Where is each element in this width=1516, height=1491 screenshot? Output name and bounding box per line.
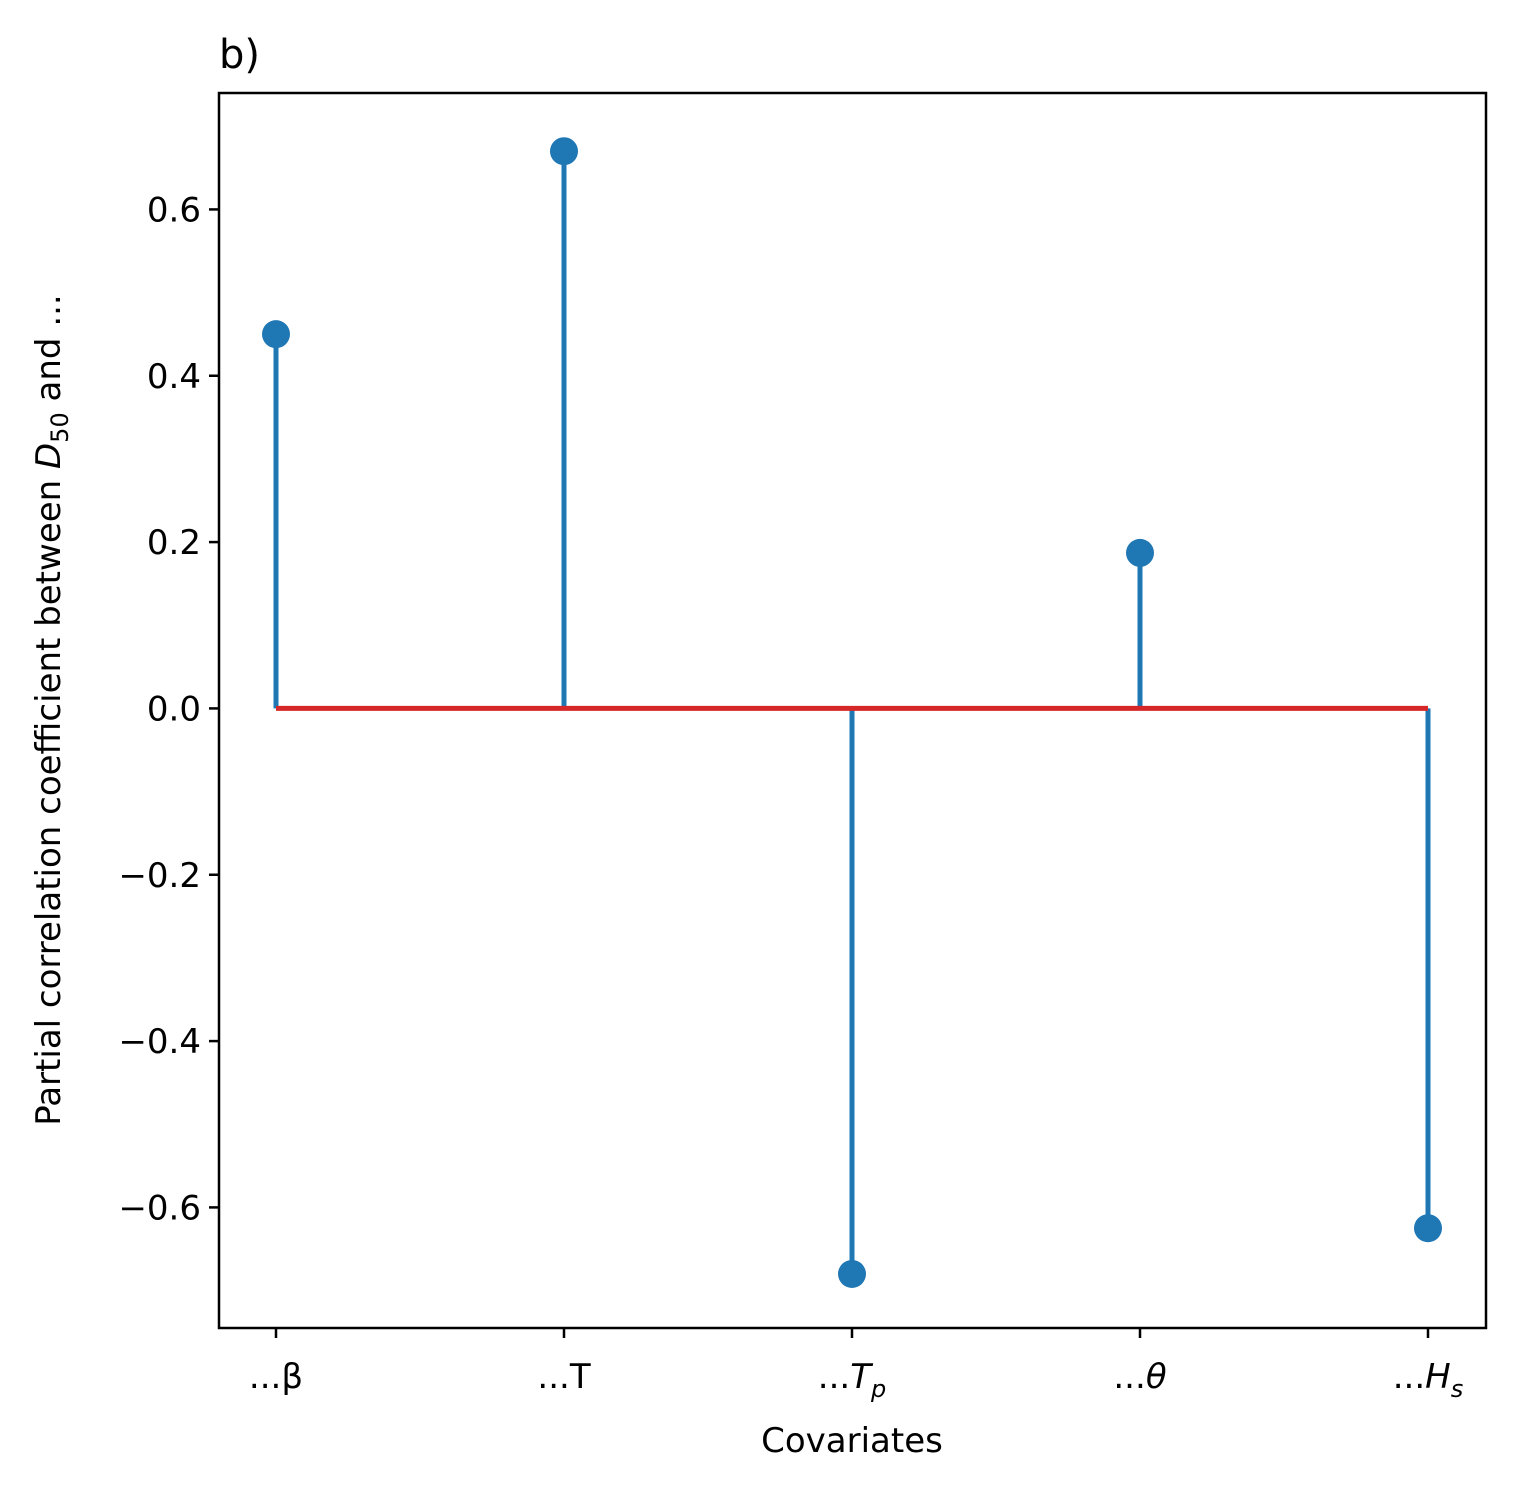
x-tick-label: ...Hs xyxy=(1393,1357,1464,1403)
stem-marker xyxy=(838,1259,866,1288)
stem-marker xyxy=(1414,1214,1442,1243)
y-tick-label: 0.2 xyxy=(147,523,201,563)
y-tick-label: −0.4 xyxy=(118,1022,201,1062)
y-tick-label: 0.4 xyxy=(147,357,201,397)
x-tick-label: ...β xyxy=(249,1357,303,1397)
x-tick-label: ...Tp xyxy=(818,1357,886,1403)
y-tick-label: 0.6 xyxy=(147,190,201,230)
y-axis-label: Partial correlation coefficient between … xyxy=(29,294,74,1126)
axes: −0.6 −0.4 −0.2 0.0 0.2 0.4 0.6 ...β ...T ...Tp...… xyxy=(118,91,1488,1403)
y-tick-label: 0.0 xyxy=(147,689,201,729)
y-tick-label: −0.2 xyxy=(118,856,201,896)
stem-marker xyxy=(1126,538,1154,567)
y-tick-label: −0.6 xyxy=(118,1188,201,1228)
panel-label: b) xyxy=(219,32,260,78)
x-tick-label: ...θ xyxy=(1113,1357,1166,1397)
plot-area xyxy=(262,137,1442,1288)
stem-marker xyxy=(550,137,578,166)
stem-marker xyxy=(262,320,290,349)
x-axis-label: Covariates xyxy=(761,1421,943,1461)
x-tick-label: ...T xyxy=(537,1357,590,1397)
